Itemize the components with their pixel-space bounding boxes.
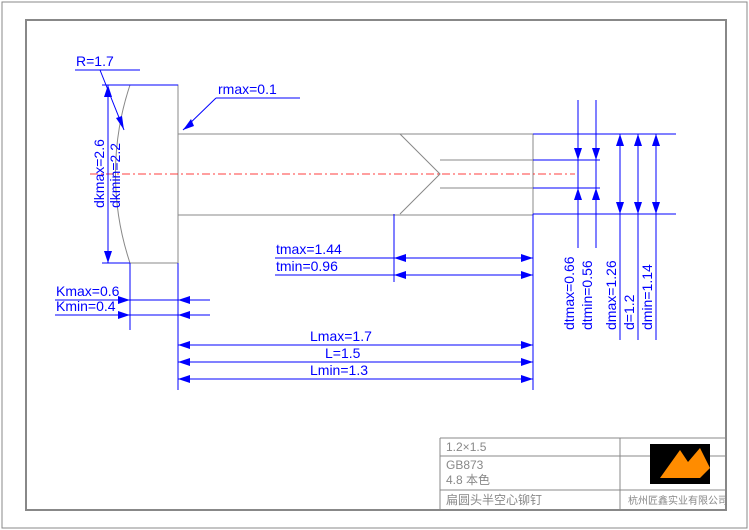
svg-text:dkmax=2.6: dkmax=2.6	[91, 139, 107, 208]
tb-material: 4.8 本色	[446, 473, 490, 487]
dim-right: dtmax=0.66 dtmin=0.56 dmax=1.26 d=1.2 dm…	[533, 100, 676, 340]
dim-t: tmax=1.44 tmin=0.96	[275, 214, 533, 282]
svg-text:dmin=1.14: dmin=1.14	[639, 264, 655, 330]
dim-K: Kmax=0.6 Kmin=0.4	[55, 263, 210, 330]
svg-text:Kmin=0.4: Kmin=0.4	[56, 298, 116, 314]
svg-text:Lmin=1.3: Lmin=1.3	[310, 362, 368, 378]
svg-text:dmax=1.26: dmax=1.26	[603, 260, 619, 330]
svg-text:L=1.5: L=1.5	[325, 345, 361, 361]
tb-name: 扁圆头半空心铆钉	[446, 492, 542, 507]
svg-text:dtmax=0.66: dtmax=0.66	[561, 256, 577, 330]
svg-text:dtmin=0.56: dtmin=0.56	[579, 260, 595, 330]
drawing-canvas: 1.2×1.5 GB873 4.8 本色 扁圆头半空心铆钉 杭州匠鑫实业有限公司…	[0, 0, 749, 530]
inner-frame	[26, 20, 726, 510]
svg-text:d=1.2: d=1.2	[621, 294, 637, 330]
outer-border	[2, 2, 747, 528]
tb-size: 1.2×1.5	[446, 440, 487, 454]
title-block: 1.2×1.5 GB873 4.8 本色 扁圆头半空心铆钉 杭州匠鑫实业有限公司	[440, 438, 728, 510]
svg-text:Kmax=0.6: Kmax=0.6	[56, 283, 120, 299]
dim-L: Lmax=1.7 L=1.5 Lmin=1.3	[178, 214, 533, 390]
logo-icon	[650, 444, 710, 484]
tb-company: 杭州匠鑫实业有限公司	[628, 494, 728, 507]
svg-text:tmin=0.96: tmin=0.96	[276, 258, 338, 274]
dim-rmax: rmax=0.1	[183, 81, 300, 130]
svg-text:tmax=1.44: tmax=1.44	[276, 241, 342, 257]
svg-text:R=1.7: R=1.7	[76, 53, 114, 69]
svg-text:dkmin=2.2: dkmin=2.2	[107, 143, 123, 208]
tb-standard: GB873	[446, 458, 484, 472]
svg-text:rmax=0.1: rmax=0.1	[218, 81, 277, 97]
svg-text:Lmax=1.7: Lmax=1.7	[310, 328, 372, 344]
